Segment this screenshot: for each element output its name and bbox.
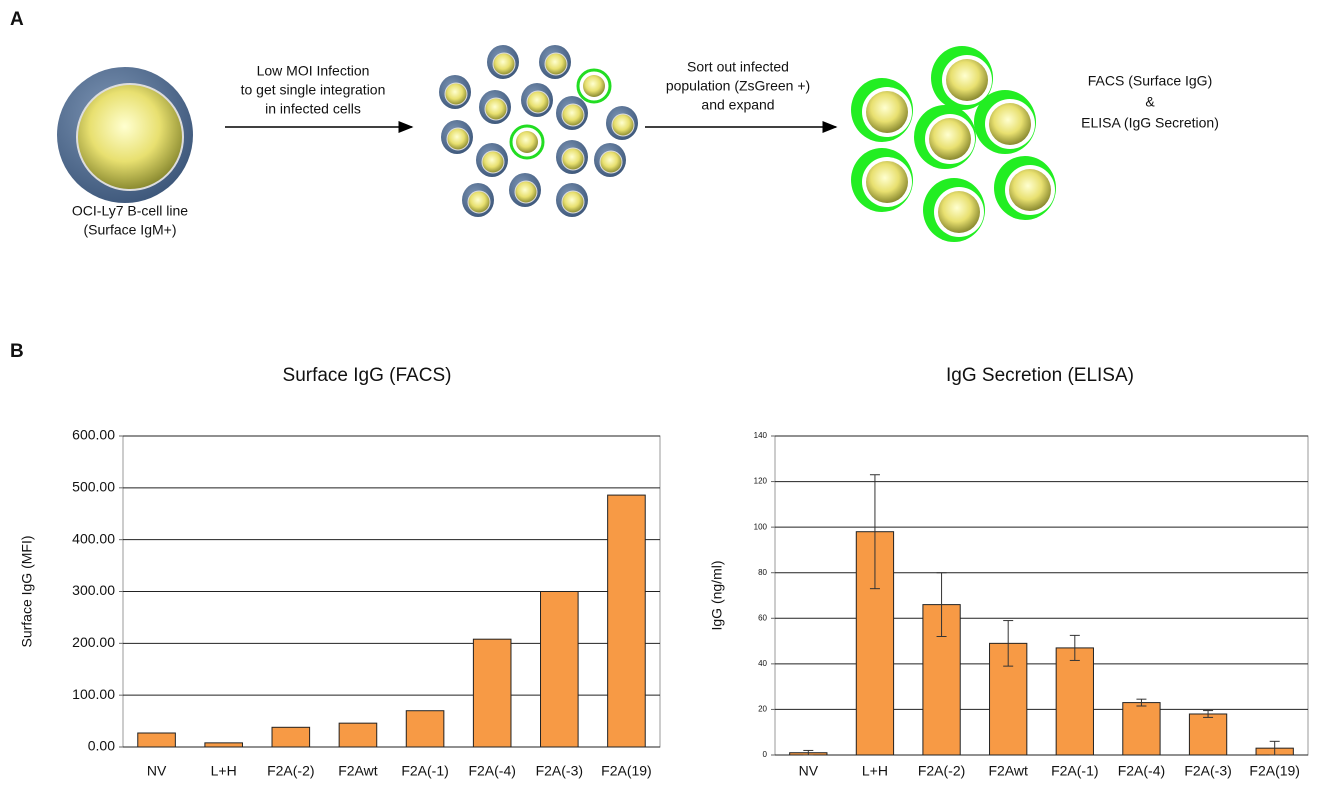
- y-tick-label: 400.00: [72, 530, 115, 546]
- x-tick-label: F2A(19): [1249, 763, 1300, 779]
- y-axis-label: IgG (ng/ml): [709, 560, 725, 630]
- y-tick-label: 0.00: [88, 738, 115, 754]
- cell-inner: [946, 59, 988, 101]
- y-tick-label: 40: [758, 659, 767, 668]
- chart-title: IgG Secretion (ELISA): [946, 365, 1134, 386]
- x-tick-label: F2A(-4): [1118, 763, 1165, 779]
- bar: [204, 742, 243, 748]
- step-text: Low MOI Infection: [257, 63, 370, 79]
- y-tick-label: 120: [754, 477, 768, 486]
- bar: [540, 591, 579, 748]
- cell-inner: [516, 131, 538, 153]
- step-text: and expand: [701, 97, 774, 113]
- bar: [472, 638, 512, 748]
- cell-inner: [484, 97, 508, 121]
- cell-inner: [526, 90, 550, 114]
- x-tick-label: F2A(-1): [1051, 763, 1098, 779]
- x-tick-label: F2A(19): [601, 763, 652, 779]
- step-text: population (ZsGreen +): [666, 78, 810, 94]
- x-tick-label: F2A(-3): [536, 763, 583, 779]
- cell-inner: [444, 82, 468, 106]
- y-tick-label: 0: [763, 750, 768, 759]
- x-tick-label: L+H: [211, 763, 237, 779]
- cell-inner: [544, 52, 568, 76]
- bar: [1188, 713, 1228, 756]
- x-tick-label: F2A(-2): [267, 763, 314, 779]
- plot-area: [774, 435, 1309, 756]
- bar: [338, 722, 378, 748]
- y-axis-label: Surface IgG (MFI): [19, 535, 35, 647]
- bar: [271, 726, 311, 748]
- cell-label: (Surface IgM+): [84, 222, 177, 238]
- cell-cluster: [439, 45, 1056, 242]
- cell-label: OCI-Ly7 B-cell line: [72, 203, 188, 219]
- x-tick-label: NV: [799, 763, 819, 779]
- cell-inner: [561, 190, 585, 214]
- x-tick-label: F2Awt: [988, 763, 1028, 779]
- cell-inner: [561, 103, 585, 127]
- y-tick-label: 80: [758, 568, 767, 577]
- x-tick-label: F2A(-1): [401, 763, 448, 779]
- panel-label: B: [10, 341, 24, 362]
- cell-inner: [938, 191, 980, 233]
- x-tick-label: NV: [147, 763, 167, 779]
- step-text: in infected cells: [265, 101, 361, 117]
- cell-inner: [611, 113, 635, 137]
- y-tick-label: 500.00: [72, 479, 115, 495]
- bar: [405, 710, 445, 748]
- panel-label: A: [10, 9, 24, 30]
- y-tick-label: 100.00: [72, 686, 115, 702]
- cell-inner: [599, 150, 623, 174]
- cell-inner: [514, 180, 538, 204]
- cell-inner: [866, 161, 908, 203]
- cell-inner: [1009, 169, 1051, 211]
- y-tick-label: 60: [758, 613, 767, 622]
- x-tick-label: F2A(-2): [918, 763, 965, 779]
- x-tick-label: F2A(-3): [1184, 763, 1231, 779]
- y-tick-label: 100: [754, 522, 768, 531]
- y-tick-label: 140: [754, 431, 768, 440]
- cell-inner: [492, 52, 516, 76]
- cell-inner: [561, 147, 585, 171]
- bar: [1122, 702, 1161, 756]
- cell-inner: [989, 103, 1031, 145]
- x-tick-label: L+H: [862, 763, 888, 779]
- cell-inner: [583, 75, 605, 97]
- cell-inner: [481, 150, 505, 174]
- chart-title: Surface IgG (FACS): [283, 365, 452, 386]
- step-text: to get single integration: [241, 82, 386, 98]
- cell-inner: [929, 118, 971, 160]
- x-tick-label: F2A(-4): [468, 763, 515, 779]
- readout-text: &: [1145, 94, 1155, 110]
- bar: [607, 494, 646, 748]
- bar: [1055, 647, 1094, 756]
- y-tick-label: 200.00: [72, 634, 115, 650]
- x-tick-label: F2Awt: [338, 763, 378, 779]
- bar: [137, 732, 176, 748]
- y-tick-label: 300.00: [72, 582, 115, 598]
- cell-inner: [467, 190, 491, 214]
- y-tick-label: 20: [758, 705, 767, 714]
- cell-inner: [446, 127, 470, 151]
- step-text: Sort out infected: [687, 59, 789, 75]
- cell-inner: [76, 83, 184, 191]
- cell-inner: [866, 91, 908, 133]
- y-tick-label: 600.00: [72, 427, 115, 443]
- readout-text: ELISA (IgG Secretion): [1081, 115, 1219, 131]
- readout-text: FACS (Surface IgG): [1088, 73, 1212, 89]
